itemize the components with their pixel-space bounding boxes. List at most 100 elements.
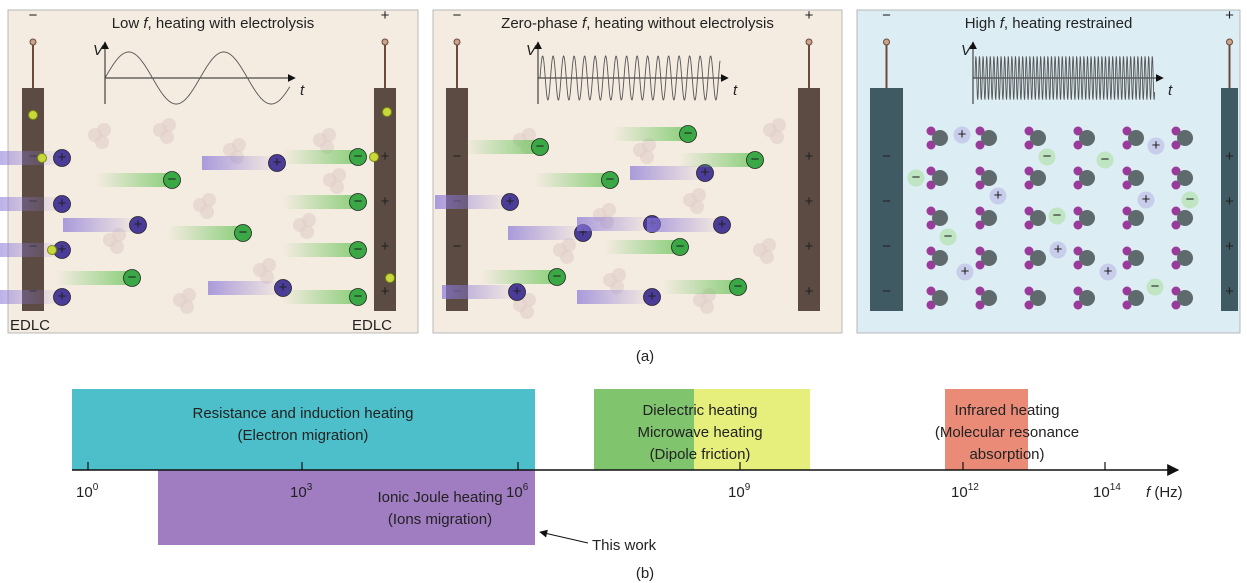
- electrode-charge: −: [882, 283, 891, 300]
- edlc-label: EDLC: [10, 317, 50, 334]
- solvent-molecule: [232, 138, 246, 152]
- ion-sign: +: [273, 154, 282, 171]
- ion-sign: +: [513, 283, 522, 300]
- water-o: [981, 130, 997, 146]
- motion-trail: [208, 281, 283, 295]
- ion-sign: +: [58, 195, 67, 212]
- ion-sign: −: [1151, 278, 1160, 295]
- motion-trail: [605, 240, 680, 254]
- solvent-molecule: [692, 188, 706, 202]
- ion-sign: −: [1043, 148, 1052, 165]
- electron: [48, 246, 57, 255]
- ion-sign: −: [944, 228, 953, 245]
- ion-sign: +: [1054, 241, 1063, 258]
- terminal: [382, 39, 388, 45]
- title-part: , heating restrained: [1004, 15, 1132, 32]
- panel-title: High f, heating restrained: [965, 15, 1133, 32]
- tick-label: 1012: [951, 482, 979, 501]
- subfigure-label: (b): [636, 565, 654, 582]
- motion-trail: [0, 151, 62, 165]
- motion-trail: [680, 153, 755, 167]
- water-o: [932, 130, 948, 146]
- ion-sign: −: [751, 151, 760, 168]
- electrode-charge: +: [1225, 238, 1234, 255]
- terminal: [884, 39, 890, 45]
- electrode-charge: +: [1225, 148, 1234, 165]
- tick-exponent: 14: [1110, 482, 1122, 493]
- water-o: [981, 250, 997, 266]
- motion-trail: [442, 285, 517, 299]
- water-o: [1030, 290, 1046, 306]
- solvent-molecule: [182, 288, 196, 302]
- ion-sign: +: [961, 263, 970, 280]
- tick-exponent: 9: [745, 482, 751, 493]
- ion-sign: −: [606, 171, 615, 188]
- ion-sign: −: [912, 169, 921, 186]
- subfigure-label: (a): [636, 348, 654, 365]
- solvent-molecule: [262, 258, 276, 272]
- band-label: absorption): [969, 446, 1044, 463]
- water-o: [1177, 130, 1193, 146]
- ion-sign: −: [1186, 191, 1195, 208]
- ion-sign: −: [354, 193, 363, 210]
- ion-sign: +: [1104, 263, 1113, 280]
- tick-base: 10: [506, 484, 523, 501]
- water-o: [1079, 130, 1095, 146]
- solvent-molecule: [690, 200, 704, 214]
- motion-trail: [508, 226, 583, 240]
- motion-trail: [283, 150, 358, 164]
- terminal: [1227, 39, 1233, 45]
- ion-sign: −: [684, 125, 693, 142]
- solvent-molecule: [770, 130, 784, 144]
- water-o: [1079, 170, 1095, 186]
- solvent-molecule: [95, 135, 109, 149]
- electrode-charge: +: [805, 238, 814, 255]
- band-label: (Ions migration): [388, 511, 492, 528]
- terminal: [806, 39, 812, 45]
- motion-trail: [630, 166, 705, 180]
- solvent-molecule: [202, 193, 216, 207]
- water-o: [1030, 210, 1046, 226]
- edlc-label: EDLC: [352, 317, 392, 334]
- motion-trail: [63, 218, 138, 232]
- water-o: [981, 170, 997, 186]
- electrode-sign: +: [381, 7, 390, 24]
- tick-base: 10: [1093, 484, 1110, 501]
- water-o: [1128, 250, 1144, 266]
- tick-label: 109: [728, 482, 751, 501]
- panel-title: Low f, heating with electrolysis: [112, 15, 315, 32]
- motion-trail: [613, 127, 688, 141]
- ion-sign: +: [994, 187, 1003, 204]
- ion-sign: −: [168, 171, 177, 188]
- electrode-charge: −: [882, 148, 891, 165]
- ion-sign: +: [58, 288, 67, 305]
- electrode-sign: +: [1225, 7, 1234, 24]
- motion-trail: [435, 195, 510, 209]
- ion-sign: −: [354, 241, 363, 258]
- electrode-charge: −: [453, 148, 462, 165]
- electrode-charge: +: [1225, 283, 1234, 300]
- ion-sign: −: [354, 148, 363, 165]
- ion-sign: +: [134, 216, 143, 233]
- electrode-sign: −: [453, 7, 462, 24]
- motion-trail: [535, 173, 610, 187]
- water-o: [1030, 250, 1046, 266]
- solvent-molecule: [160, 130, 174, 144]
- frequency-band: [158, 470, 535, 545]
- electrode-charge: +: [381, 193, 390, 210]
- band-label: (Electron migration): [238, 427, 369, 444]
- electron: [29, 111, 38, 120]
- band-label: (Dipole friction): [650, 446, 751, 463]
- electrode-charge: +: [805, 283, 814, 300]
- electrode-charge: −: [453, 238, 462, 255]
- solvent-molecule: [162, 118, 176, 132]
- motion-trail: [168, 226, 243, 240]
- axis-label: f (Hz): [1146, 484, 1183, 501]
- solvent-molecule: [330, 180, 344, 194]
- electron: [386, 274, 395, 283]
- motion-trail: [57, 271, 132, 285]
- motion-trail: [577, 217, 652, 231]
- electron: [383, 108, 392, 117]
- figure: Low f, heating with electrolysis − − − − − + + +…: [0, 0, 1247, 583]
- solvent-molecule: [772, 118, 786, 132]
